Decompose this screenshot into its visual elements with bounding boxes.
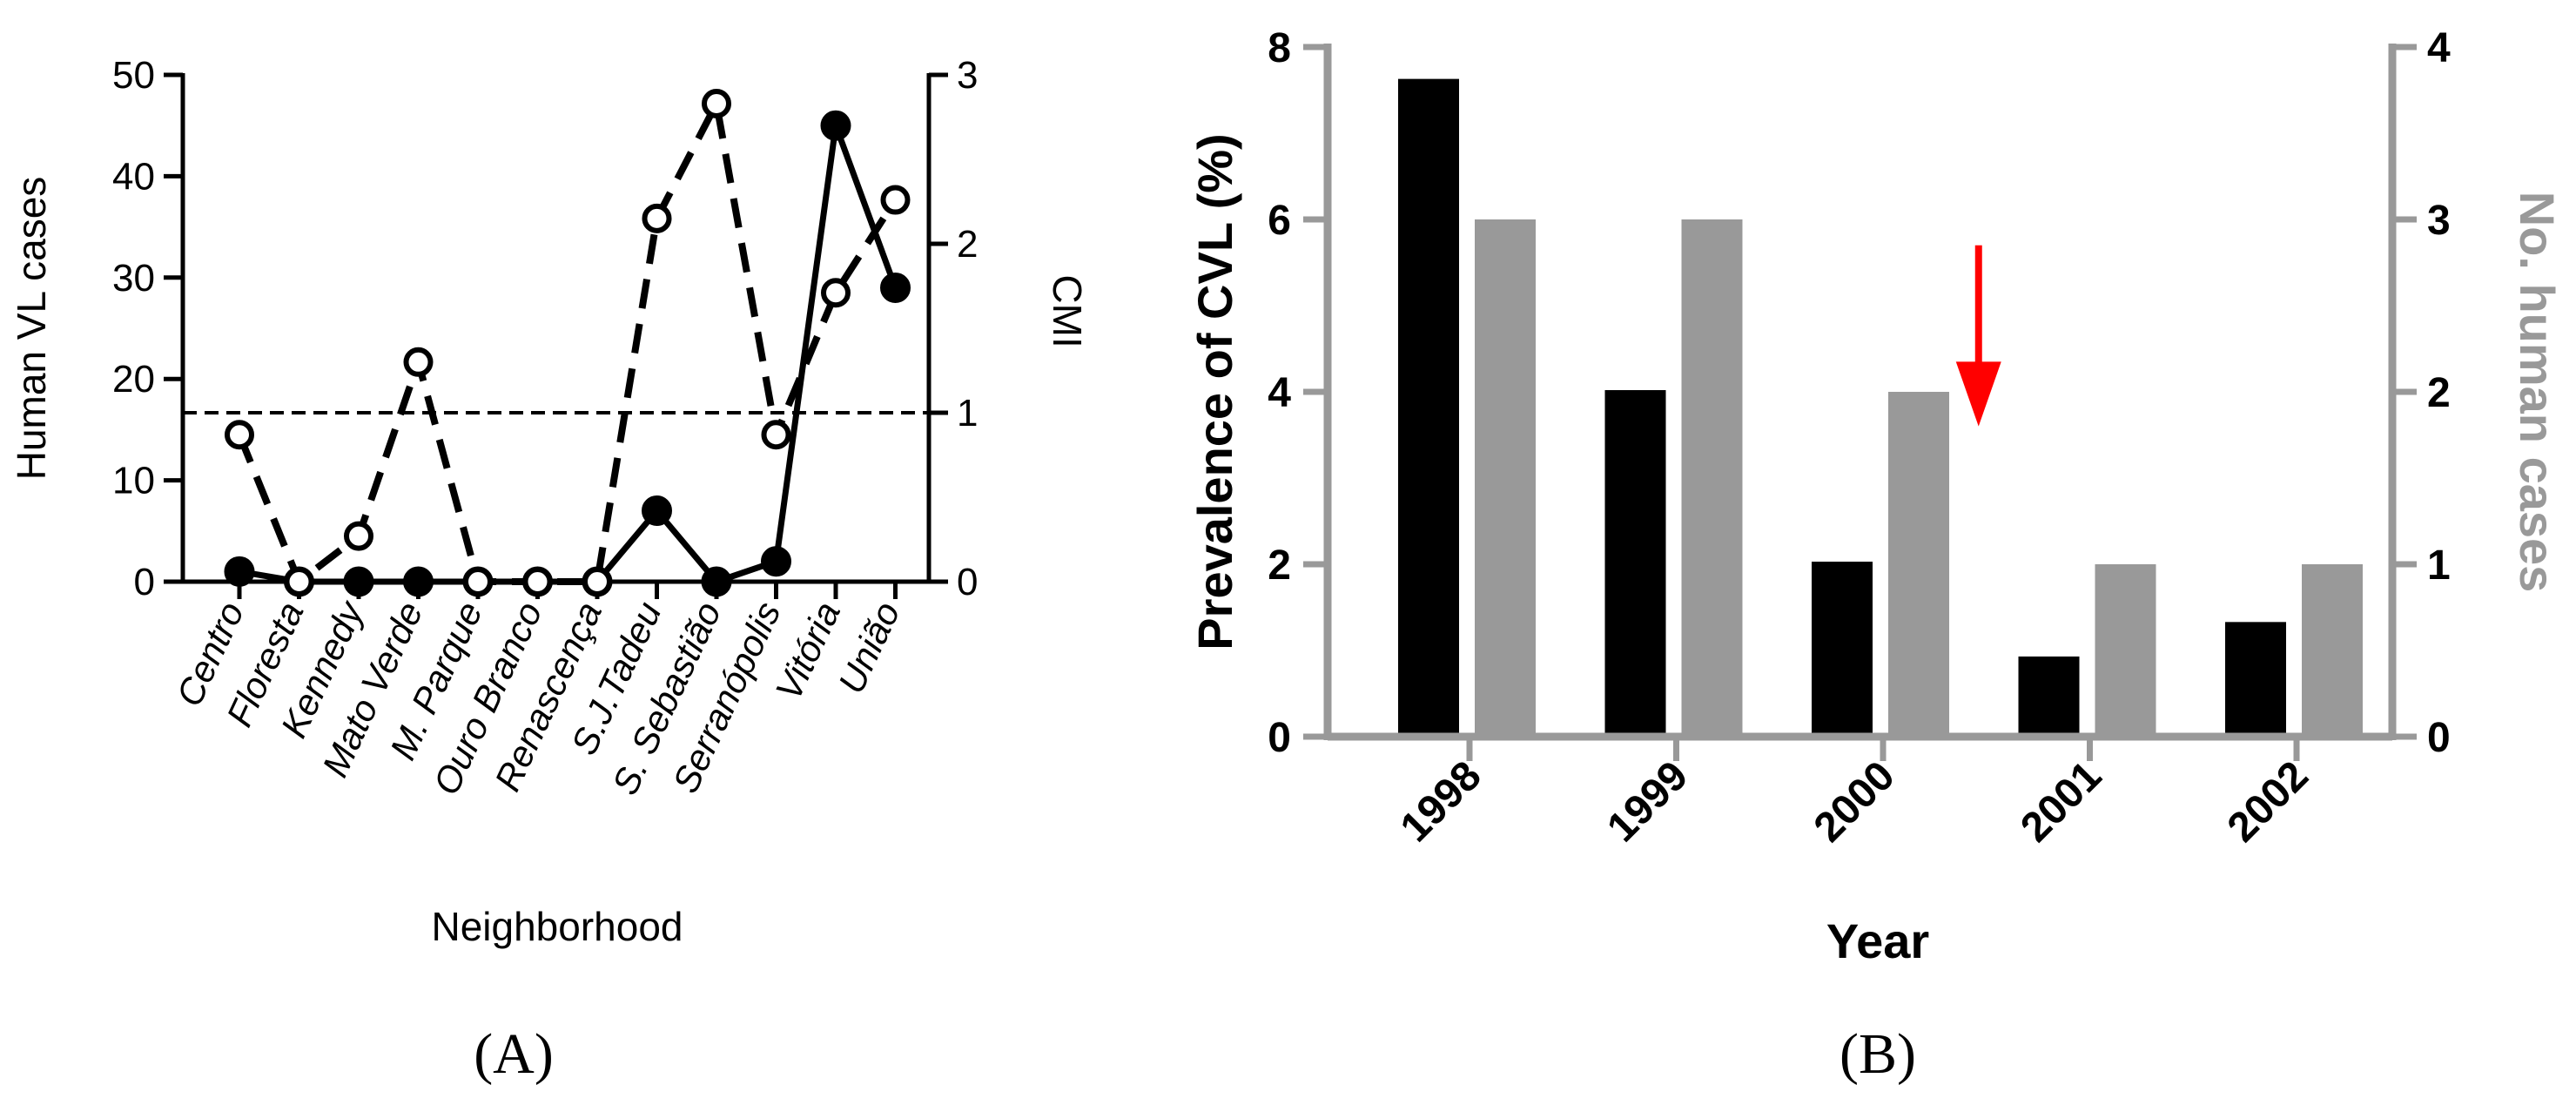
prevalence-bar — [1604, 390, 1666, 737]
cmi-point — [344, 521, 373, 551]
y-axis-label-left: Human VL cases — [9, 177, 54, 481]
y2-tick-label: 3 — [2427, 198, 2451, 244]
cases-point — [642, 495, 672, 527]
y2-tick-label: 0 — [2427, 715, 2451, 761]
y-tick-label: 0 — [1268, 715, 1291, 761]
panel-b-chart: 0 2 4 6 8 0 1 2 3 4 1998 1999 2000 2001 2002 Prevale… — [1187, 25, 2565, 1086]
y-tick-label: 6 — [1268, 198, 1291, 244]
cmi-point — [522, 567, 553, 596]
y-axis-label-right: CMI — [1045, 274, 1090, 347]
y-tick-label: 8 — [1268, 25, 1291, 71]
cases-point — [403, 566, 434, 597]
prevalence-bar — [2225, 622, 2286, 737]
panel-label-b: (B) — [1840, 1022, 1916, 1086]
y-tick-label: 40 — [112, 155, 155, 198]
y2-tick-label: 1 — [957, 392, 978, 435]
arrow-shaft — [1974, 245, 1982, 367]
cmi-point — [642, 203, 672, 233]
cases-series-line — [239, 122, 898, 585]
x-axis-label: Neighborhood — [431, 904, 683, 949]
y-tick-label: 0 — [134, 561, 155, 603]
arrow-head — [1955, 361, 2001, 427]
y-axis-label-right: No. human cases — [2510, 192, 2565, 593]
cases-point — [701, 566, 732, 597]
y-tick-label: 10 — [112, 460, 155, 502]
prevalence-bar — [1812, 562, 1873, 737]
cmi-point — [702, 88, 731, 118]
x-tick-label: 2001 — [2012, 752, 2110, 851]
prevalence-bar — [1398, 78, 1459, 737]
x-tick-label: 1999 — [1598, 752, 1697, 851]
x-axis-label: Year — [1826, 913, 1929, 968]
y-tick-label: 2 — [1268, 542, 1291, 589]
cmi-point — [463, 567, 493, 596]
panel-label-a: (A) — [474, 1022, 554, 1086]
cmi-point — [761, 420, 791, 450]
y-axis-label-left: Prevalence of CVL (%) — [1187, 133, 1242, 650]
y2-tick-label: 3 — [957, 54, 978, 97]
human-cases-bar — [1475, 219, 1536, 737]
cmi-series-line — [236, 99, 898, 585]
y2-tick-label: 1 — [2427, 542, 2451, 589]
y-tick-label: 20 — [112, 358, 155, 401]
y2-tick-label: 2 — [2427, 370, 2451, 416]
cases-point — [761, 546, 791, 577]
y-tick-label: 4 — [1268, 370, 1291, 416]
y-tick-label: 30 — [112, 257, 155, 300]
prevalence-bar — [2018, 656, 2080, 737]
x-tick-label: 2000 — [1806, 752, 1904, 851]
cmi-point — [225, 420, 254, 450]
cases-point — [820, 110, 851, 141]
cmi-point — [403, 347, 434, 377]
red-arrow-icon — [1955, 245, 2001, 427]
cmi-point — [821, 278, 851, 308]
x-tick-label: 1998 — [1392, 752, 1490, 851]
cases-point — [343, 566, 374, 597]
cases-point — [224, 556, 255, 587]
cmi-point — [284, 567, 314, 596]
human-cases-bar — [1888, 392, 1949, 737]
y2-tick-label: 2 — [957, 223, 978, 266]
human-cases-bar — [1681, 219, 1743, 737]
cmi-point — [880, 185, 911, 215]
y-tick-label: 50 — [112, 54, 155, 97]
cases-point — [880, 272, 911, 303]
y2-tick-label: 0 — [957, 561, 978, 603]
y2-tick-label: 4 — [2427, 25, 2451, 71]
human-cases-bar — [2302, 564, 2363, 737]
x-tick-label: 2002 — [2219, 752, 2317, 851]
cmi-point — [582, 567, 612, 596]
human-cases-bar — [2095, 564, 2156, 737]
